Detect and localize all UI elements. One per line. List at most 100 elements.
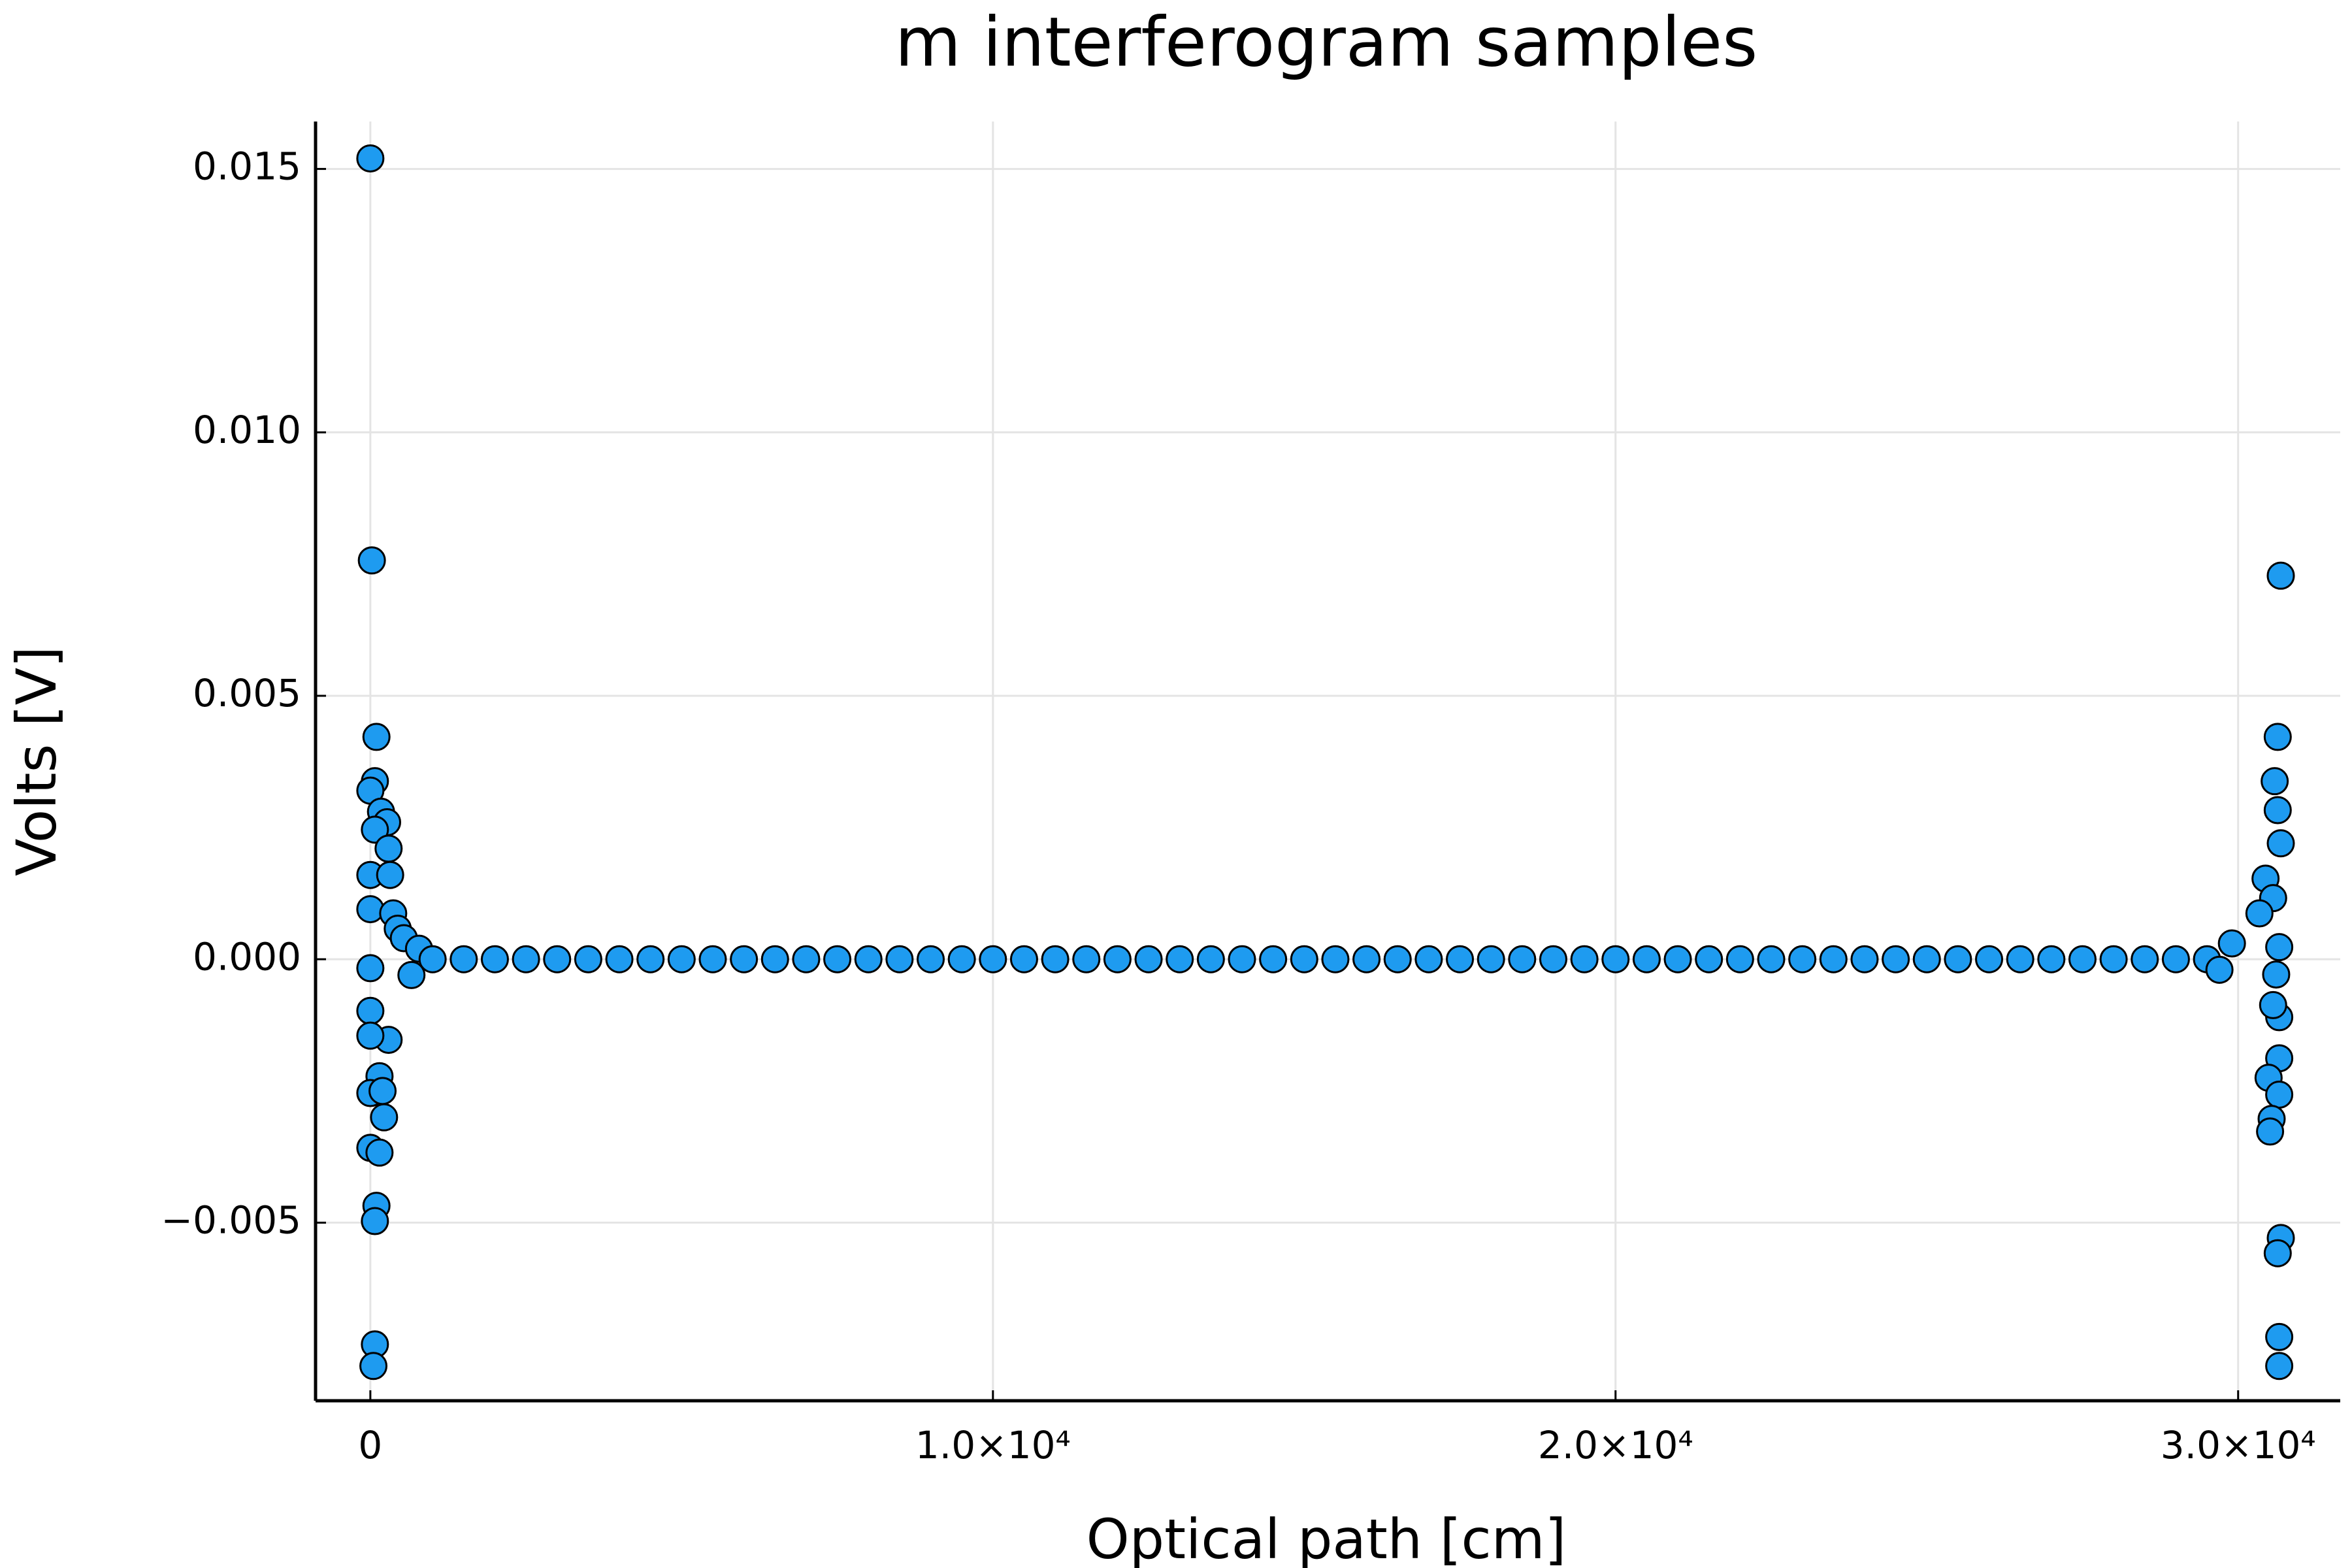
- point: [2131, 945, 2159, 973]
- point: [480, 945, 509, 973]
- point: [368, 1077, 397, 1105]
- point: [1134, 945, 1163, 973]
- point: [1508, 945, 1537, 973]
- point: [2265, 1322, 2294, 1351]
- point: [1383, 945, 1412, 973]
- point: [2217, 929, 2246, 958]
- point: [361, 1207, 389, 1235]
- point: [574, 945, 602, 973]
- point: [605, 945, 634, 973]
- point: [2263, 796, 2292, 825]
- point: [1228, 945, 1256, 973]
- point: [1695, 945, 1723, 973]
- point: [1290, 945, 1318, 973]
- point: [792, 945, 821, 973]
- point: [356, 144, 385, 172]
- point: [356, 895, 385, 924]
- point: [1072, 945, 1101, 973]
- point: [1663, 945, 1692, 973]
- point: [947, 945, 976, 973]
- point: [730, 945, 759, 973]
- point: [2262, 960, 2291, 989]
- point: [1041, 945, 1070, 973]
- point: [2256, 1117, 2285, 1146]
- point: [1009, 945, 1038, 973]
- point: [1352, 945, 1381, 973]
- point: [1446, 945, 1475, 973]
- point: [2037, 945, 2066, 973]
- point: [1975, 945, 2004, 973]
- point: [359, 1352, 388, 1380]
- point: [357, 546, 386, 575]
- point: [356, 996, 385, 1025]
- point: [636, 945, 665, 973]
- point: [1632, 945, 1661, 973]
- point: [1103, 945, 1132, 973]
- point: [1539, 945, 1567, 973]
- point: [917, 945, 945, 973]
- point: [361, 815, 389, 844]
- point: [854, 945, 883, 973]
- point: [2265, 933, 2294, 962]
- point: [2265, 1080, 2294, 1109]
- point: [1788, 945, 1817, 973]
- x-tick-label: 1.0×10⁴: [915, 1423, 1071, 1467]
- point: [370, 1103, 399, 1132]
- point: [698, 945, 727, 973]
- y-tick-label: −0.005: [161, 1198, 301, 1243]
- point: [1944, 945, 1972, 973]
- point: [397, 960, 426, 989]
- point: [2259, 990, 2287, 1019]
- point: [374, 834, 403, 863]
- point: [543, 945, 572, 973]
- point: [979, 945, 1007, 973]
- point: [1850, 945, 1879, 973]
- point: [356, 1021, 385, 1050]
- point: [356, 954, 385, 983]
- x-tick-label: 0: [358, 1423, 382, 1467]
- point: [667, 945, 696, 973]
- point: [1414, 945, 1443, 973]
- point: [823, 945, 852, 973]
- point: [418, 945, 447, 973]
- point: [2263, 1239, 2292, 1267]
- point: [1912, 945, 1941, 973]
- y-tick-label: 0.015: [193, 144, 301, 189]
- point: [449, 945, 478, 973]
- y-tick-label: 0.000: [193, 934, 301, 979]
- point: [1819, 945, 1848, 973]
- point: [1757, 945, 1786, 973]
- chart-title: m interferogram samples: [895, 2, 1758, 82]
- point: [512, 945, 540, 973]
- point: [2068, 945, 2097, 973]
- point: [376, 860, 404, 889]
- point: [2261, 767, 2289, 796]
- point: [1321, 945, 1350, 973]
- point: [1601, 945, 1630, 973]
- point: [1570, 945, 1599, 973]
- x-tick-label: 3.0×10⁴: [2161, 1423, 2316, 1467]
- x-axis-label: Optical path [cm]: [1086, 1507, 1567, 1568]
- point: [365, 1138, 394, 1167]
- point: [1725, 945, 1754, 973]
- point: [2263, 723, 2292, 751]
- point: [2266, 561, 2295, 590]
- y-tick-label: 0.005: [193, 671, 301, 715]
- y-tick-label: 0.010: [193, 408, 301, 452]
- point: [2006, 945, 2034, 973]
- point: [2205, 955, 2234, 984]
- point: [885, 945, 914, 973]
- point: [1166, 945, 1194, 973]
- point: [2266, 829, 2295, 858]
- point: [1882, 945, 1910, 973]
- x-tick-label: 2.0×10⁴: [1538, 1423, 1693, 1467]
- point: [1259, 945, 1288, 973]
- point: [362, 723, 391, 751]
- point: [2245, 899, 2274, 928]
- point: [2161, 945, 2190, 973]
- point: [2099, 945, 2128, 973]
- point: [1196, 945, 1225, 973]
- y-axis-label: Volts [V]: [5, 646, 69, 876]
